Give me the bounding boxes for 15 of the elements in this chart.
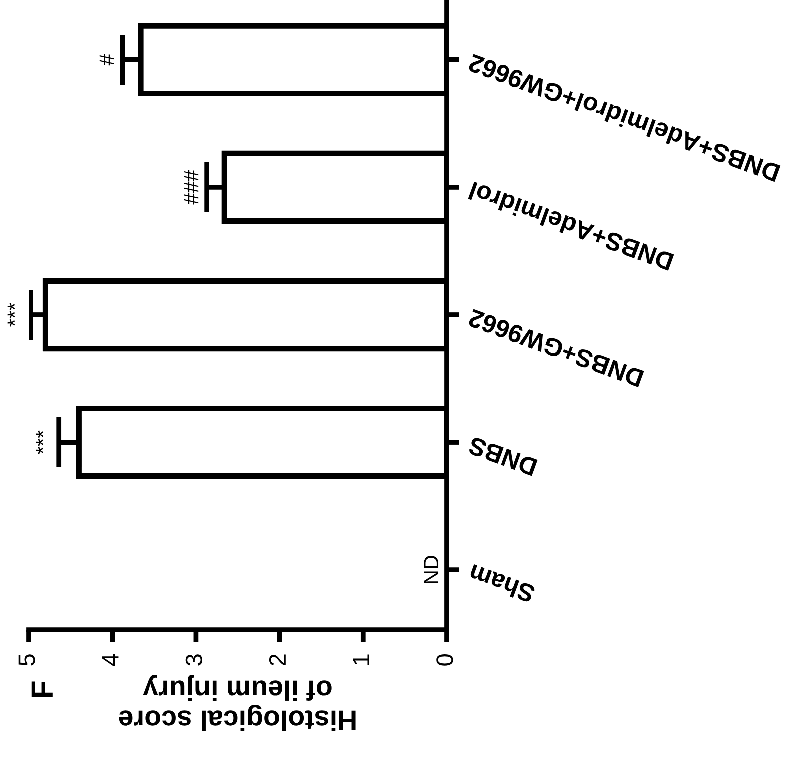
x-tick-label: 3 <box>186 654 203 666</box>
x-axis-title: Histological score of ileum injury <box>119 675 356 732</box>
y-tick-label: Sham <box>468 564 536 604</box>
text: F <box>32 682 53 698</box>
x-tick-label: 4 <box>102 654 119 666</box>
x-tick-label: 0 <box>436 654 454 666</box>
annotation: *** <box>36 430 44 454</box>
annotation: ### <box>184 170 199 205</box>
x-tick-label: 1 <box>353 654 370 665</box>
text: *** <box>8 303 16 327</box>
x-tick-label: 5 <box>18 654 36 666</box>
x-tick-label: 2 <box>269 654 286 666</box>
annotation: ND <box>424 556 439 584</box>
annotation: # <box>100 54 114 66</box>
y-tick-label: DNBS <box>468 436 538 477</box>
